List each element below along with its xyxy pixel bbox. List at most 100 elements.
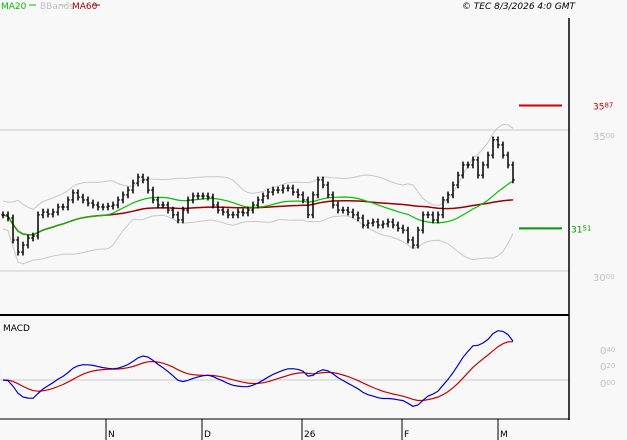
ohlc-bar — [1, 211, 5, 219]
legend-bbands-label: BBands — [40, 2, 74, 12]
ohlc-bar — [366, 219, 370, 229]
ohlc-bar — [341, 206, 345, 214]
bollinger-bands — [2, 123, 514, 265]
ohlc-bar — [336, 201, 340, 214]
ohlc-bar — [216, 201, 220, 214]
ohlc-bar — [271, 186, 275, 196]
ohlc-bar — [416, 226, 420, 249]
macd-tick-label: 040 — [600, 346, 615, 357]
ohlc-bar — [326, 181, 330, 199]
support-resistance-levels: 3587 3151 — [519, 101, 613, 235]
ohlc-bar — [151, 186, 155, 204]
ohlc-bar — [496, 136, 500, 149]
ohlc-bar — [411, 236, 415, 249]
macd-tick-label: 000 — [600, 379, 615, 390]
ohlc-bar — [311, 191, 315, 219]
ohlc-bar — [66, 196, 70, 211]
ohlc-bar — [176, 211, 180, 224]
ohlc-bar — [171, 206, 175, 219]
ohlc-bar — [446, 191, 450, 204]
ohlc-bar — [436, 211, 440, 224]
ohlc-bar — [421, 211, 425, 234]
ohlc-bar — [461, 161, 465, 179]
ohlc-bar — [6, 211, 10, 222]
ohlc-bar — [251, 201, 255, 214]
ohlc-bar — [76, 189, 80, 201]
ohlc-bar — [36, 211, 40, 240]
ohlc-bar — [221, 206, 225, 216]
ohlc-bar — [71, 189, 75, 204]
ohlc-bar — [316, 176, 320, 199]
ohlc-bar — [101, 203, 105, 211]
ohlc-bar — [31, 232, 35, 242]
ohlc-bar — [346, 206, 350, 216]
ohlc-bar — [166, 201, 170, 214]
ohlc-bar — [131, 179, 135, 194]
ohlc-bar — [41, 208, 45, 219]
resistance-label: 3587 — [593, 101, 613, 112]
ohlc-bar — [426, 211, 430, 219]
ohlc-bar — [206, 192, 210, 201]
ohlc-bar — [481, 161, 485, 179]
ohlc-bar — [126, 186, 130, 199]
ohlc-bar — [201, 192, 205, 200]
ohlc-bar — [181, 206, 185, 224]
ohlc-bar — [186, 196, 190, 214]
ohlc-bar — [161, 201, 165, 209]
ohlc-bar — [371, 218, 375, 227]
legend-ma60-label: MA60 — [72, 2, 98, 12]
time-tick-label: D — [204, 430, 211, 440]
ohlc-bar — [511, 161, 515, 184]
ohlc-bar — [111, 201, 115, 210]
ohlc-bar — [376, 218, 380, 229]
gridlines — [0, 129, 569, 381]
ohlc-bar — [306, 196, 310, 219]
ohlc-bar — [291, 184, 295, 196]
ohlc-bar — [386, 218, 390, 228]
ohlc-bar — [391, 218, 395, 229]
ohlc-bar — [501, 141, 505, 159]
ohlc-bar — [246, 206, 250, 217]
bband-upper — [2, 123, 514, 211]
ohlc-bar — [21, 241, 25, 256]
ohlc-bar — [106, 202, 110, 211]
ohlc-bar — [136, 173, 140, 187]
ohlc-bar — [16, 236, 20, 256]
ohlc-bar — [276, 186, 280, 194]
price-bars — [1, 136, 515, 256]
copyright-timestamp: © TEC 8/3/2026 4:0 GMT — [462, 2, 577, 12]
ohlc-bar — [406, 226, 410, 244]
ohlc-bar — [91, 199, 95, 209]
bband-lower — [2, 214, 514, 265]
ohlc-bar — [281, 184, 285, 194]
time-tick-label: 26 — [304, 430, 316, 440]
ohlc-bar — [356, 211, 360, 222]
ohlc-bar — [361, 214, 365, 229]
ohlc-bar — [236, 208, 240, 219]
ohlc-bar — [506, 151, 510, 169]
ohlc-bar — [61, 203, 65, 211]
macd-tick-label: 020 — [600, 362, 615, 373]
ohlc-bar — [451, 181, 455, 199]
ohlc-bar — [51, 208, 55, 218]
ohlc-bar — [351, 208, 355, 219]
price-tick-label: 3000 — [593, 273, 615, 284]
ohlc-bar — [301, 191, 305, 204]
ohlc-bar — [116, 196, 120, 209]
ohlc-bar — [441, 196, 445, 219]
ohlc-bar — [211, 193, 215, 209]
ohlc-bar — [26, 234, 30, 249]
ohlc-bar — [56, 203, 60, 216]
ohlc-bar — [381, 220, 385, 229]
macd-panel: 040 020 000 — [2, 330, 615, 407]
time-axis: N D 26 F M — [105, 419, 508, 440]
ohlc-bar — [476, 156, 480, 179]
ohlc-bar — [486, 151, 490, 169]
ohlc-bar — [396, 221, 400, 232]
ohlc-bar — [146, 176, 150, 194]
ohlc-bar — [141, 173, 145, 184]
legend: MA20 BBands MA60 — [1, 2, 100, 12]
ohlc-bar — [46, 208, 50, 218]
